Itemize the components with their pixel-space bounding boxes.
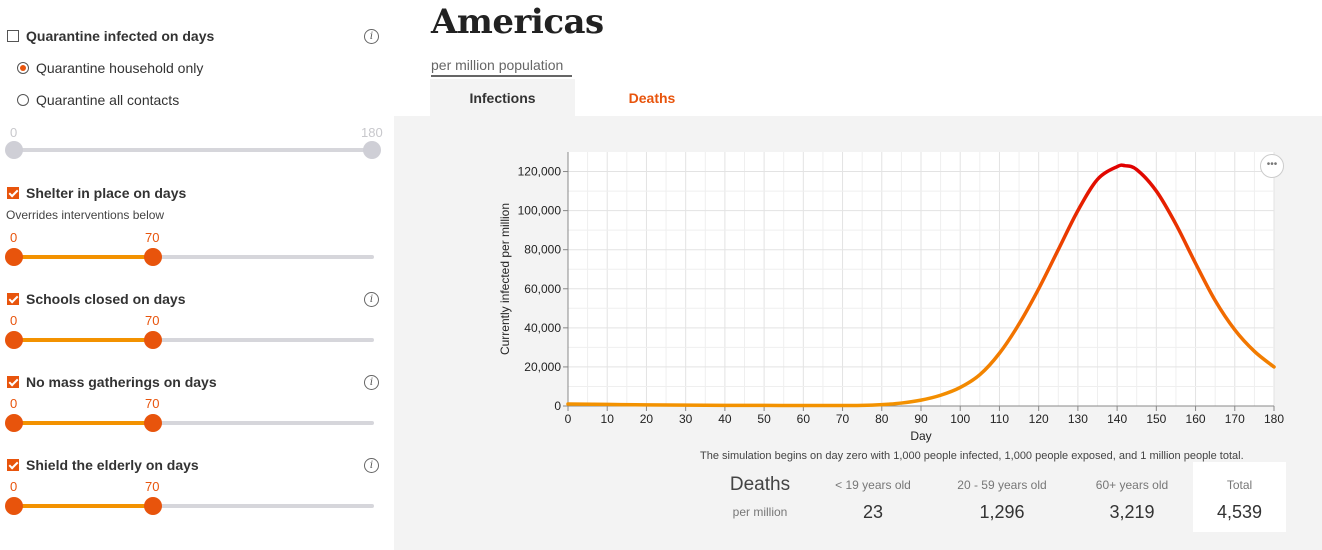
schools-slider-range — [14, 338, 153, 342]
y-tick-label: 100,000 — [518, 204, 562, 218]
elderly-label: Shield the elderly on days — [26, 457, 199, 473]
quarantine-slider-max: 180 — [361, 125, 383, 140]
region-title: Americas — [431, 2, 604, 42]
shelter-slider-start-handle[interactable] — [5, 248, 23, 266]
deaths-col-value: 3,219 — [1109, 502, 1155, 522]
shelter-slider-track[interactable] — [14, 255, 374, 259]
schools-slider-end-handle[interactable] — [144, 331, 162, 349]
x-tick-label: 150 — [1146, 412, 1166, 426]
deaths-col-value: 23 — [862, 502, 884, 522]
schools-info-icon[interactable]: i — [364, 292, 379, 307]
schools-checkbox[interactable] — [7, 293, 19, 305]
gatherings-checkbox[interactable] — [7, 376, 19, 388]
deaths-table-title: Deaths — [729, 474, 791, 495]
shelter-slider-range — [14, 255, 153, 259]
x-tick-label: 40 — [718, 412, 732, 426]
elderly-slider-start-handle[interactable] — [5, 497, 23, 515]
gatherings-slider-end-handle[interactable] — [144, 414, 162, 432]
x-axis-ticks: 0 10 20 30 40 50 60 70 80 90 100 110 120 130 140 150 160… — [565, 406, 1284, 426]
infections-series-line — [566, 163, 1276, 408]
y-tick-label: 20,000 — [524, 360, 561, 374]
shelter-checkbox[interactable] — [7, 187, 19, 199]
y-axis-label: Currently infected per million — [498, 203, 512, 355]
x-tick-label: 90 — [914, 412, 928, 426]
deaths-table-subtitle: per million — [732, 505, 788, 519]
schools-start-value: 0 — [10, 313, 18, 328]
radio-all-contacts-label: Quarantine all contacts — [36, 92, 180, 108]
gatherings-start-value: 0 — [10, 396, 18, 411]
gatherings-end-value: 70 — [145, 396, 160, 411]
x-tick-label: 120 — [1029, 412, 1049, 426]
simulation-caption: The simulation begins on day zero with 1… — [700, 450, 1244, 462]
tab-deaths[interactable]: Deaths — [628, 90, 676, 106]
chart-menu-button[interactable]: ••• — [1260, 154, 1284, 178]
schools-label: Schools closed on days — [26, 291, 186, 307]
quarantine-info-icon[interactable]: i — [364, 29, 379, 44]
radio-household-label: Quarantine household only — [36, 60, 204, 76]
radio-household-only[interactable] — [17, 62, 29, 74]
elderly-checkbox[interactable] — [7, 459, 19, 471]
x-tick-label: 0 — [565, 412, 572, 426]
deaths-col-value: 1,296 — [979, 502, 1025, 522]
x-tick-label: 80 — [875, 412, 889, 426]
y-tick-label: 60,000 — [524, 282, 561, 296]
y-tick-label: 80,000 — [524, 243, 561, 257]
x-tick-label: 50 — [757, 412, 771, 426]
gatherings-slider-start-handle[interactable] — [5, 414, 23, 432]
gatherings-slider-range — [14, 421, 153, 425]
shelter-end-value: 70 — [145, 230, 160, 245]
elderly-info-icon[interactable]: i — [364, 458, 379, 473]
deaths-col-header: 20 - 59 years old — [957, 478, 1047, 492]
x-tick-label: 170 — [1225, 412, 1245, 426]
elderly-slider-end-handle[interactable] — [144, 497, 162, 515]
y-tick-label: 0 — [554, 399, 561, 413]
x-tick-label: 140 — [1107, 412, 1127, 426]
region-subtitle: per million population — [431, 57, 572, 77]
infections-chart: 0 10 20 30 40 50 60 70 80 90 100 110 120 130 140 150 160… — [498, 152, 1284, 443]
quarantine-checkbox[interactable] — [7, 30, 19, 42]
x-tick-label: 10 — [601, 412, 615, 426]
schools-slider-track[interactable] — [14, 338, 374, 342]
schools-slider-start-handle[interactable] — [5, 331, 23, 349]
x-tick-label: 180 — [1264, 412, 1284, 426]
elderly-start-value: 0 — [10, 479, 18, 494]
elderly-end-value: 70 — [145, 479, 160, 494]
schools-end-value: 70 — [145, 313, 160, 328]
y-tick-label: 120,000 — [518, 165, 562, 179]
y-axis-ticks: 0 20,000 40,000 60,000 80,000 100,000 120,000 — [518, 165, 568, 413]
shelter-note: Overrides interventions below — [6, 208, 165, 222]
x-axis-label: Day — [910, 429, 931, 443]
x-tick-label: 160 — [1186, 412, 1206, 426]
y-tick-label: 40,000 — [524, 321, 561, 335]
x-tick-label: 60 — [797, 412, 811, 426]
gatherings-info-icon[interactable]: i — [364, 375, 379, 390]
x-tick-label: 30 — [679, 412, 693, 426]
gatherings-slider-track[interactable] — [14, 421, 374, 425]
deaths-total-cell — [1193, 462, 1286, 532]
x-tick-label: 110 — [990, 412, 1009, 426]
elderly-slider-track[interactable] — [14, 504, 374, 508]
shelter-slider-end-handle[interactable] — [144, 248, 162, 266]
shelter-start-value: 0 — [10, 230, 18, 245]
quarantine-slider-start-handle[interactable] — [5, 141, 23, 159]
gatherings-label: No mass gatherings on days — [26, 374, 217, 390]
tab-infections[interactable]: Infections — [430, 79, 575, 117]
quarantine-slider-track[interactable] — [14, 148, 374, 152]
x-tick-label: 20 — [640, 412, 654, 426]
x-tick-label: 100 — [950, 412, 970, 426]
radio-all-contacts[interactable] — [17, 94, 29, 106]
x-tick-label: 130 — [1068, 412, 1088, 426]
quarantine-slider-end-handle[interactable] — [363, 141, 381, 159]
x-tick-label: 70 — [836, 412, 850, 426]
deaths-total-value: 4,539 — [1216, 502, 1263, 522]
quarantine-label: Quarantine infected on days — [26, 28, 215, 44]
deaths-total-header: Total — [1226, 478, 1253, 492]
deaths-col-header: < 19 years old — [835, 478, 911, 492]
chart-grid — [567, 152, 1275, 407]
deaths-col-header: 60+ years old — [1095, 478, 1169, 492]
shelter-label: Shelter in place on days — [26, 185, 187, 201]
elderly-slider-range — [14, 504, 153, 508]
quarantine-slider-min: 0 — [10, 125, 18, 140]
